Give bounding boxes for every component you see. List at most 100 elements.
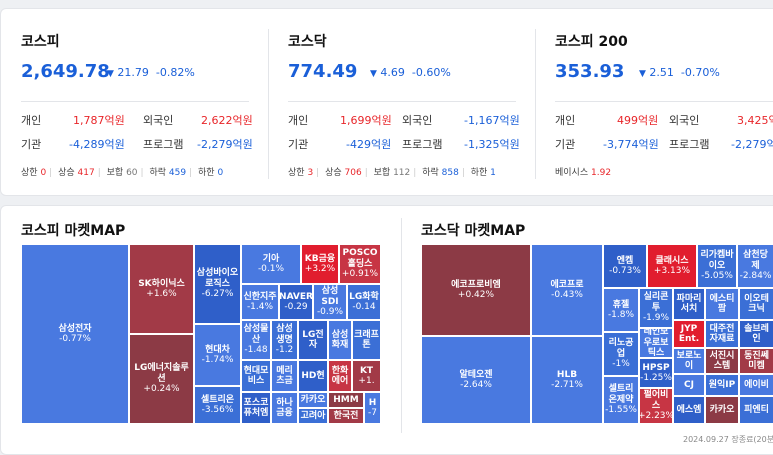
kosdaq-tile[interactable]: 리노공업 -1% [603, 332, 639, 376]
kospi-tile[interactable]: LG에너지솔루션 +0.24% [129, 334, 194, 424]
kosdaq-tile[interactable]: JYP Ent. [673, 320, 705, 348]
tile-change: +0.24% [143, 384, 180, 395]
kosdaq-tile[interactable]: CJ [673, 374, 705, 396]
kospi-tile[interactable]: LG화학 -0.14 [347, 284, 381, 320]
kosdaq-tile[interactable]: 에스티팜 [705, 288, 739, 320]
tile-name: 셀트리온 [200, 394, 235, 405]
kosdaq-tile[interactable]: 실리콘투 -1.9% [639, 288, 673, 328]
kospi-tile[interactable]: 삼성물산 -1.48 [241, 320, 271, 360]
kospi-tile[interactable]: 고려아 [298, 408, 328, 424]
kosdaq-tile[interactable]: 에코프로비엠 +0.42% [421, 244, 531, 336]
kospi-tile[interactable]: HD현 [298, 360, 328, 392]
kosdaq-tile[interactable]: 레인보우로보틱스 [639, 328, 673, 358]
tile-name: H [368, 397, 377, 408]
kospi-tile[interactable]: 삼성생명 -1.2 [271, 320, 298, 360]
tile-name: 현대차 [205, 344, 230, 355]
kosdaq-panel[interactable]: 코스닥 774.49 ▼ 4.69 -0.60% 개인 1,699억원 외국인 … [268, 9, 535, 197]
tile-name: 하나금융 [276, 397, 293, 418]
index-change: ▼ 4.69 -0.60% [370, 66, 451, 79]
kospi-tile[interactable]: 현대모비스 [241, 360, 271, 392]
tile-name: 이오테크닉 [744, 293, 769, 314]
tile-name: 한국전 [333, 410, 359, 421]
kosdaq-tile[interactable]: 삼천당제 -2.84% [737, 244, 773, 288]
kosdaq-tile[interactable]: 펄어비스 +2.23% [639, 388, 673, 424]
kospi-tile[interactable]: POSCO홀딩스 +0.91% [339, 244, 381, 284]
kosdaq-tile[interactable]: 동진쎄미켐 [739, 348, 773, 374]
kosdaq-tile[interactable]: 서진시스템 [705, 348, 739, 374]
kospi-tile[interactable]: 셀트리온 -3.56% [194, 386, 241, 424]
tile-name: 보로노이 [676, 350, 702, 371]
tile-change: -0.77% [59, 334, 91, 344]
kospi-tile[interactable]: LG전자 [298, 320, 328, 360]
kospi-tile[interactable]: 현대차 -1.74% [194, 324, 241, 386]
tile-change: -0.9% [316, 307, 344, 318]
tile-name: 리가켐바이오 [700, 250, 734, 271]
tile-name: 현대모비스 [243, 365, 269, 386]
kosdaq-tile[interactable]: 이오테크닉 [739, 288, 773, 320]
tile-name: 에스엠 [676, 404, 702, 415]
kosdaq-tile[interactable]: 에스엠 [673, 396, 705, 424]
kospi-tile[interactable]: 삼성전자 -0.77% [21, 244, 129, 424]
kosdaq-tile[interactable]: HPSP -1.25% [639, 358, 673, 388]
kosdaq-tile[interactable]: 원익IP [705, 374, 739, 396]
tile-change: -1.9% [642, 313, 670, 324]
tile-change: -0.14 [352, 302, 376, 312]
kospi-tile[interactable]: 삼성바이오로직스 -6.27% [194, 244, 241, 324]
index-summary-card: 코스피 2,649.78 ▼ 21.79 -0.82% 개인 1,787억원 외… [0, 8, 773, 196]
kosdaq-tile[interactable]: 에이비 [739, 374, 773, 396]
kosdaq-tile[interactable]: 클래시스 +3.13% [647, 244, 697, 288]
tile-change: -7 [368, 408, 377, 418]
kosdaq-tile[interactable]: 알테오젠 -2.64% [421, 336, 531, 424]
tile-name: NAVER [279, 291, 313, 302]
kosdaq-tile[interactable]: 보로노이 [673, 348, 705, 374]
advance-decline: 상한 0 | 상승 417 | 보합 60 | 하락 459 | 하한 0 [21, 168, 224, 178]
tile-name: 레인보우로보틱스 [643, 328, 669, 358]
down-triangle-icon: ▼ [370, 69, 377, 79]
tile-name: 리노공업 [608, 338, 634, 359]
kospi200-panel[interactable]: 코스피 200 353.93 ▼ 2.51 -0.70% 개인 499억원 외국… [535, 9, 773, 197]
page: 코스피 2,649.78 ▼ 21.79 -0.82% 개인 1,787억원 외… [0, 8, 773, 455]
kospi-tile[interactable]: HMM [328, 392, 364, 408]
kosdaq-tile[interactable]: HLB -2.71% [531, 336, 603, 424]
kosdaq-tile[interactable]: 피엔티 [739, 396, 773, 424]
kospi-tile[interactable]: 삼성화재 [328, 320, 352, 360]
kospi-tile[interactable]: 메리츠금 [271, 360, 298, 392]
tile-name: 삼성물산 [243, 324, 269, 345]
tile-change: -1.55% [605, 405, 637, 416]
kosdaq-tile[interactable]: 카카오 [705, 396, 739, 424]
tile-change: -0.73% [609, 266, 641, 276]
kospi-tile[interactable]: NAVER -0.29 [279, 284, 313, 320]
kospi-tile[interactable]: 크래프톤 [352, 320, 381, 360]
kospi-tile[interactable]: SK하이닉스 +1.6% [129, 244, 194, 334]
kospi-tile[interactable]: 포스코퓨처엠 [241, 392, 271, 424]
kospi-tile[interactable]: 카카오 [298, 392, 328, 408]
kospi-tile[interactable]: H -7 [364, 392, 381, 424]
tile-name: KT [359, 365, 374, 376]
kospi-tile[interactable]: KT +1. [352, 360, 381, 392]
market-map-card: 코스피 마켓MAP 코스닥 마켓MAP 삼성전자 -0.77% SK하이닉스 +1.6… [0, 205, 773, 455]
tile-name: LG전자 [302, 329, 324, 350]
kosdaq-tile[interactable]: 리가켐바이오 -5.05% [697, 244, 737, 288]
kospi-tile[interactable]: KB금융 +3.2% [301, 244, 339, 284]
kosdaq-tile[interactable]: 솔브레인 [739, 320, 773, 348]
tile-name: HMM [333, 394, 359, 405]
tile-name: 실리콘투 [643, 292, 669, 313]
kospi-tile[interactable]: 한화에어 [328, 360, 352, 392]
kospi-tile[interactable]: 기아 -0.1% [241, 244, 301, 284]
kospi-panel[interactable]: 코스피 2,649.78 ▼ 21.79 -0.82% 개인 1,787억원 외… [1, 9, 268, 197]
kospi-tile[interactable]: 신한지주 -1.4% [241, 284, 279, 320]
tile-name: 카카오 [709, 404, 735, 415]
kosdaq-tile[interactable]: 셀트리온제약 -1.55% [603, 376, 639, 424]
kospi-tile[interactable]: 하나금융 [271, 392, 298, 424]
kospi-tile[interactable]: 삼성SDI -0.9% [313, 284, 347, 320]
kospi-tile[interactable]: 한국전 [328, 408, 364, 424]
tile-name: LG화학 [349, 291, 379, 302]
tile-name: 삼성전자 [58, 323, 92, 334]
kosdaq-tile[interactable]: 파마리서치 [673, 288, 705, 320]
kosdaq-tile[interactable]: 대주전자재료 [705, 320, 739, 348]
kosdaq-tile[interactable]: 엔켐 -0.73% [603, 244, 647, 288]
tile-name: LG에너지솔루션 [134, 363, 189, 384]
kosdaq-tile[interactable]: 휴젤 -1.8% [603, 288, 639, 332]
tile-name: 알테오젠 [459, 369, 493, 380]
kosdaq-tile[interactable]: 에코프로 -0.43% [531, 244, 603, 336]
